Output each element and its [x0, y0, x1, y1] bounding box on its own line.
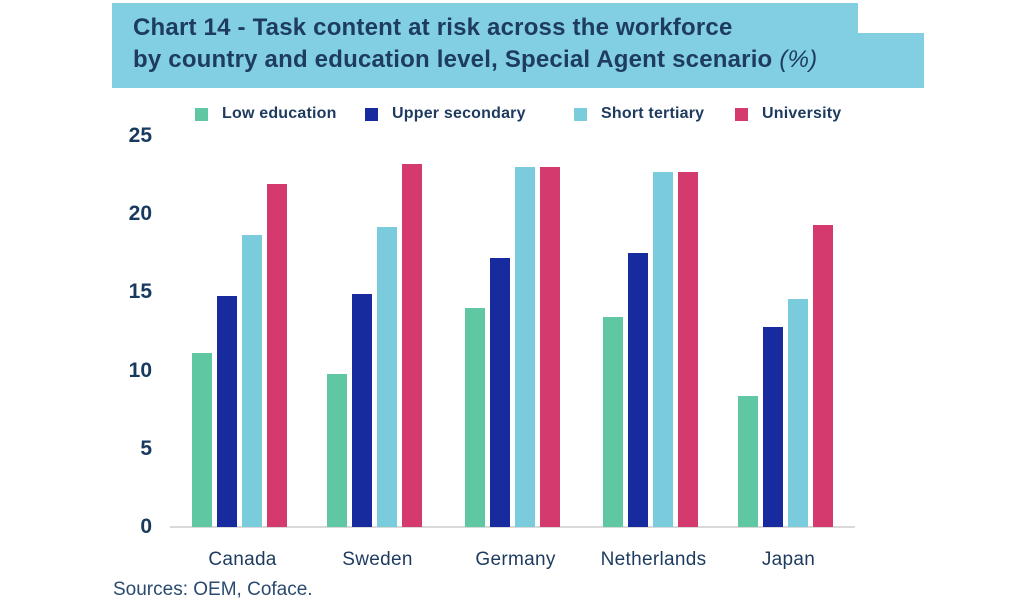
- legend-swatch-upper-secondary: [365, 107, 378, 121]
- legend-label-short-tertiary: Short tertiary: [601, 105, 705, 122]
- bar-sweden-low-education: [327, 374, 347, 527]
- chart-title-percent-suffix: (%): [779, 46, 818, 73]
- chart-title: Chart 14 - Task content at risk across t…: [133, 12, 953, 76]
- bar-sweden-university: [402, 164, 422, 527]
- bar-canada-upper-secondary: [217, 296, 237, 527]
- legend-swatch-university: [735, 107, 748, 121]
- bar-japan-university: [813, 225, 833, 527]
- bar-japan-low-education: [738, 396, 758, 527]
- x-category-label-canada: Canada: [208, 549, 277, 570]
- legend-swatch-short-tertiary: [574, 107, 587, 121]
- legend-item-short-tertiary: Short tertiary: [574, 103, 704, 125]
- title-highlight-box: [112, 3, 858, 88]
- x-axis-line: [170, 526, 855, 528]
- y-tick-label-25: 25: [128, 124, 152, 147]
- bar-germany-upper-secondary: [490, 258, 510, 527]
- legend-label-upper-secondary: Upper secondary: [392, 105, 526, 122]
- legend-label-low-education: Low education: [222, 105, 337, 122]
- x-category-label-netherlands: Netherlands: [600, 549, 707, 570]
- bar-germany-short-tertiary: [515, 167, 535, 527]
- y-tick-label-0: 0: [140, 515, 152, 538]
- bar-japan-short-tertiary: [788, 299, 808, 527]
- legend-item-low-education: Low education: [195, 103, 337, 125]
- legend-item-university: University: [735, 103, 841, 125]
- bar-japan-upper-secondary: [763, 327, 783, 527]
- bar-sweden-short-tertiary: [377, 227, 397, 527]
- bar-netherlands-low-education: [603, 317, 623, 527]
- x-category-label-japan: Japan: [761, 549, 816, 570]
- bar-sweden-upper-secondary: [352, 294, 372, 527]
- x-category-label-germany: Germany: [475, 549, 556, 570]
- x-category-label-sweden: Sweden: [342, 549, 413, 570]
- legend-item-upper-secondary: Upper secondary: [365, 103, 526, 125]
- title-highlight-box-extension: [858, 33, 924, 88]
- y-tick-label-20: 20: [128, 202, 152, 226]
- legend-swatch-low-education: [195, 107, 208, 121]
- y-tick-label-10: 10: [128, 358, 152, 382]
- bar-canada-low-education: [192, 353, 212, 527]
- y-tick-label-15: 15: [128, 280, 152, 304]
- legend-label-university: University: [762, 105, 842, 122]
- chart-title-line2: by country and education level, Special …: [133, 46, 818, 73]
- bar-netherlands-university: [678, 172, 698, 527]
- bar-netherlands-upper-secondary: [628, 253, 648, 527]
- source-note: Sources: OEM, Coface.: [113, 579, 313, 600]
- bar-canada-short-tertiary: [242, 235, 262, 527]
- bar-germany-university: [540, 167, 560, 527]
- bar-netherlands-short-tertiary: [653, 172, 673, 527]
- bar-germany-low-education: [465, 308, 485, 527]
- y-tick-label-5: 5: [140, 436, 152, 460]
- bar-canada-university: [267, 184, 287, 527]
- chart-title-line1: Chart 14 - Task content at risk across t…: [133, 14, 733, 41]
